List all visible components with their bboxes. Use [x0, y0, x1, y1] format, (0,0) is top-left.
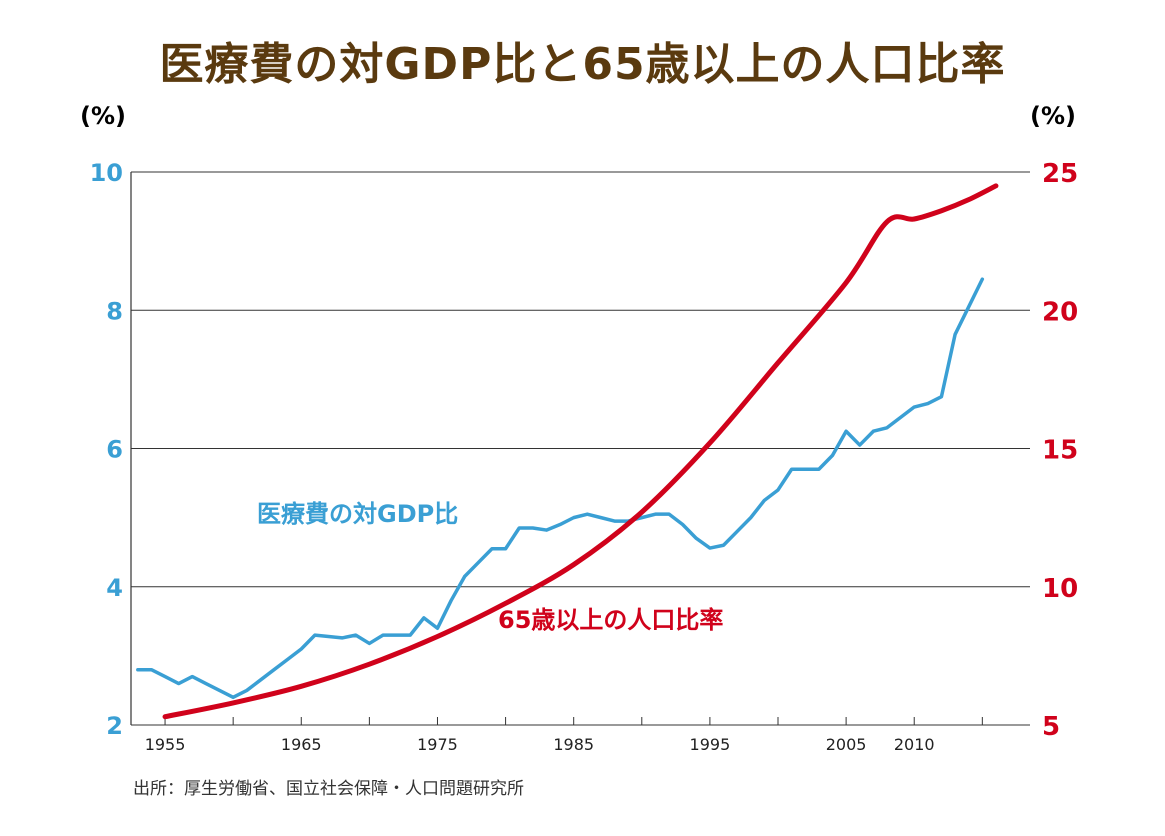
- x-tick-label: 2010: [894, 735, 935, 754]
- right-tick-label: 20: [1042, 297, 1078, 327]
- series-line: [162, 183, 999, 720]
- right-tick-label: 5: [1042, 712, 1060, 742]
- x-tick-label: 1985: [553, 735, 594, 754]
- series-label: 医療費の対GDP比: [257, 500, 458, 528]
- series-label: 65歳以上の人口比率: [498, 606, 723, 634]
- right-tick-label: 25: [1042, 159, 1078, 189]
- left-tick-label: 4: [106, 574, 123, 602]
- right-axis-unit: (%): [1030, 102, 1076, 130]
- left-tick-label: 8: [106, 297, 123, 325]
- right-tick-label: 10: [1042, 574, 1078, 604]
- source-note: 出所：厚生労働省、国立社会保障・人口問題研究所: [133, 779, 524, 799]
- left-tick-label: 6: [106, 436, 123, 464]
- right-tick-label: 15: [1042, 436, 1078, 466]
- chart-title: 医療費の対GDP比と65歳以上の人口比率: [159, 39, 1006, 90]
- x-tick-label: 1965: [281, 735, 322, 754]
- left-tick-label: 2: [106, 712, 123, 740]
- x-tick-label: 2005: [826, 735, 867, 754]
- series-line: [136, 277, 985, 700]
- left-axis-unit: (%): [80, 102, 126, 130]
- x-tick-label: 1995: [690, 735, 731, 754]
- x-tick-label: 1955: [145, 735, 186, 754]
- left-tick-label: 10: [90, 159, 123, 187]
- x-tick-label: 1975: [417, 735, 458, 754]
